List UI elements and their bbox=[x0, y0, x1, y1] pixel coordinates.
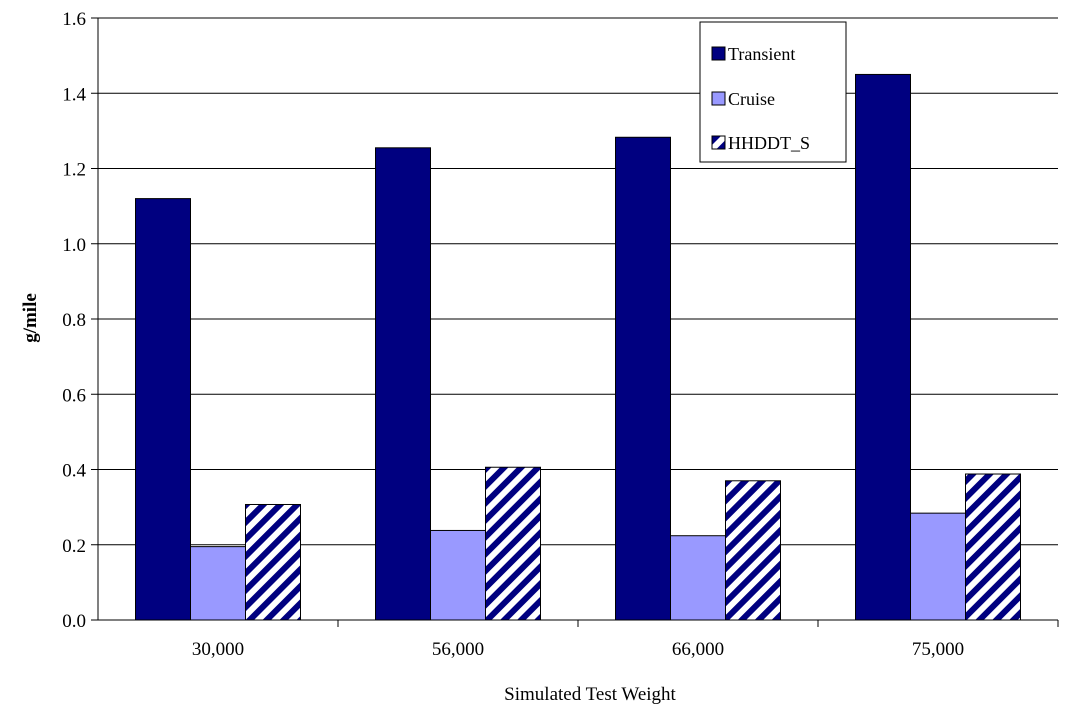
legend-label-transient: Transient bbox=[728, 44, 795, 64]
x-category-label: 30,000 bbox=[192, 639, 244, 660]
y-tick-label: 0.4 bbox=[62, 461, 86, 482]
legend-label-cruise: Cruise bbox=[728, 89, 775, 109]
x-category-labels: 30,000 56,000 66,000 75,000 bbox=[192, 639, 964, 660]
gridlines bbox=[98, 17, 1058, 546]
axes bbox=[91, 17, 1059, 627]
y-tick-label: 1.0 bbox=[62, 235, 86, 256]
legend-swatch-cruise bbox=[711, 91, 726, 106]
bar-hhddt-s bbox=[965, 473, 1021, 621]
y-tick-labels: 0.0 0.2 0.4 0.6 0.8 1.0 1.2 1.4 1.6 bbox=[62, 9, 86, 632]
x-category-label: 75,000 bbox=[912, 639, 964, 660]
y-tick-label: 0.6 bbox=[62, 385, 86, 406]
bar-transient bbox=[135, 198, 191, 621]
bar-hhddt-s bbox=[485, 466, 541, 621]
legend-item-hhddt-s: HHDDT_S bbox=[711, 133, 810, 153]
x-category-label: 56,000 bbox=[432, 639, 484, 660]
y-tick-label: 0.0 bbox=[62, 611, 86, 632]
bar-transient bbox=[855, 73, 911, 621]
y-axis-title: g/mile bbox=[20, 293, 41, 343]
y-tick-label: 0.8 bbox=[62, 310, 86, 331]
legend: Transient Cruise HHDDT_S bbox=[699, 21, 847, 163]
bar-cruise bbox=[190, 546, 246, 621]
legend-item-cruise: Cruise bbox=[711, 89, 775, 109]
bar-hhddt-s bbox=[245, 503, 301, 621]
y-tick-label: 0.2 bbox=[62, 536, 86, 557]
bars bbox=[135, 73, 1021, 621]
y-tick-label: 1.2 bbox=[62, 160, 86, 181]
bar-cruise bbox=[670, 535, 726, 621]
x-axis-title: Simulated Test Weight bbox=[504, 684, 676, 705]
legend-swatch-hhddt-s bbox=[711, 135, 726, 150]
y-tick-label: 1.6 bbox=[62, 9, 86, 30]
legend-swatch-transient bbox=[711, 46, 726, 61]
y-tick-label: 1.4 bbox=[62, 84, 86, 105]
bar-hhddt-s bbox=[725, 480, 781, 621]
bar-transient bbox=[615, 136, 671, 621]
bar-transient bbox=[375, 147, 431, 621]
x-category-label: 66,000 bbox=[672, 639, 724, 660]
legend-item-transient: Transient bbox=[711, 44, 795, 64]
bar-cruise bbox=[910, 512, 966, 621]
bar-cruise bbox=[430, 529, 486, 621]
legend-label-hhddt-s: HHDDT_S bbox=[728, 133, 810, 153]
